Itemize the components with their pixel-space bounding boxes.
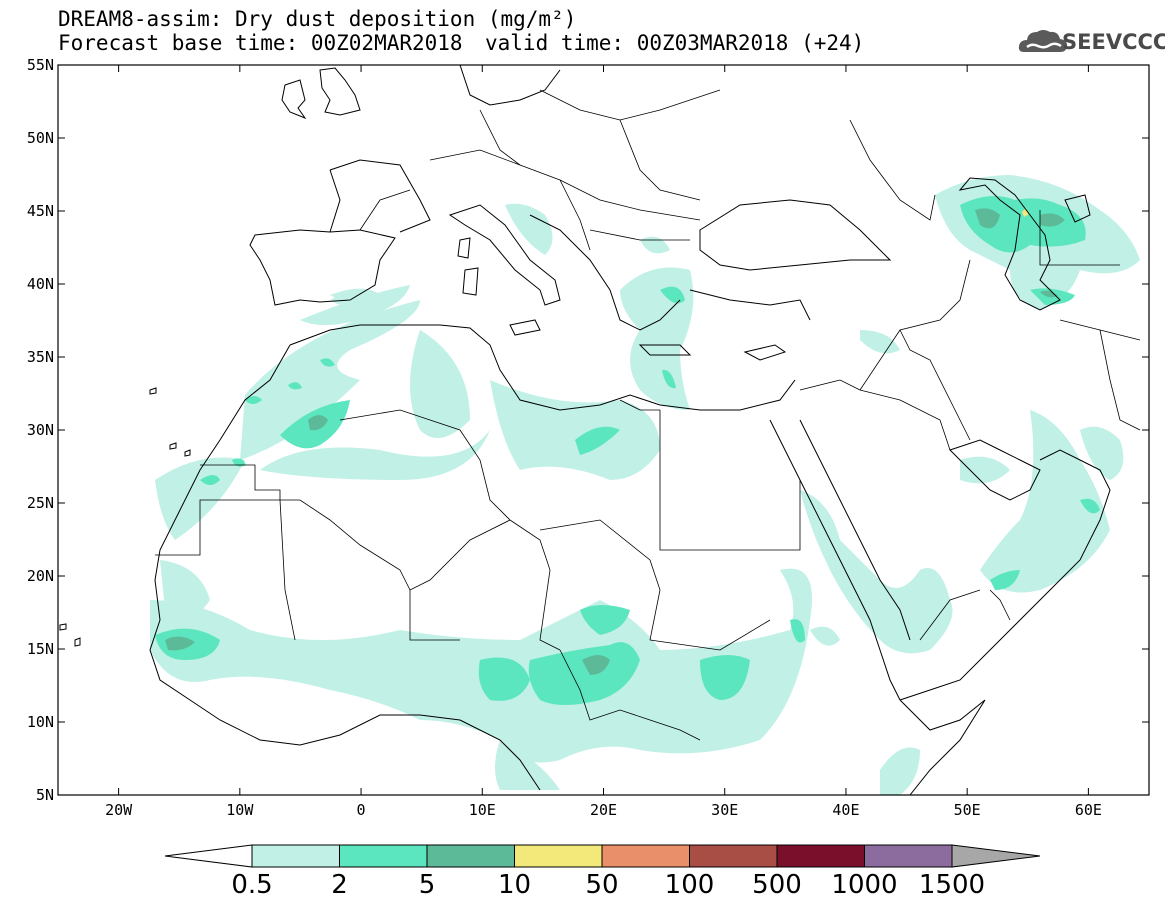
colorbar-swatch <box>601 844 690 868</box>
colorbar: 0.5 2 5 10 50 100 500 1000 1500 <box>164 844 1041 900</box>
colorbar-under-triangle <box>164 844 253 868</box>
logo-text: SEEVCCC <box>1062 30 1165 54</box>
colorbar-swatch <box>776 844 865 868</box>
longitude-axis: 20W 10W 0 10E 20E 30E 40E 50E 60E <box>105 65 1102 819</box>
colorbar-label: 5 <box>419 870 436 900</box>
colorbar-label: 0.5 <box>231 870 272 900</box>
dust-shading <box>150 175 1140 795</box>
lat-label: 20N <box>27 567 54 585</box>
latitude-axis: 55N 50N 45N 40N 35N 30N 25N 20N 15N 10N 5N <box>27 56 1149 804</box>
lat-label: 55N <box>27 56 54 74</box>
lat-label: 40N <box>27 275 54 293</box>
lat-label: 25N <box>27 494 54 512</box>
cloud-logo-icon <box>1018 30 1068 52</box>
colorbar-swatch <box>864 844 953 868</box>
lon-label: 40E <box>832 801 859 819</box>
lat-label: 35N <box>27 348 54 366</box>
lon-label: 60E <box>1075 801 1102 819</box>
colorbar-swatch <box>426 844 515 868</box>
lon-label: 20E <box>590 801 617 819</box>
lat-label: 15N <box>27 640 54 658</box>
colorbar-label: 10 <box>498 870 531 900</box>
colorbar-label: 500 <box>752 870 802 900</box>
colorbar-label: 50 <box>585 870 618 900</box>
base-time: Forecast base time: 00Z02MAR2018 <box>58 31 463 55</box>
lon-label: 10W <box>226 801 254 819</box>
colorbar-label: 1500 <box>919 870 985 900</box>
colorbar-swatch <box>339 844 428 868</box>
lon-label: 30E <box>711 801 738 819</box>
lat-label: 5N <box>36 786 54 804</box>
lon-label: 50E <box>954 801 981 819</box>
forecast-times: Forecast base time: 00Z02MAR2018 valid ti… <box>58 31 864 55</box>
lon-label: 20W <box>105 801 133 819</box>
colorbar-swatch <box>514 844 603 868</box>
lat-label: 10N <box>27 713 54 731</box>
map-title: DREAM8-assim: Dry dust deposition (mg/m²… <box>58 7 577 31</box>
colorbar-over-triangle <box>951 844 1041 868</box>
colorbar-label: 100 <box>665 870 715 900</box>
colorbar-label: 1000 <box>831 870 897 900</box>
lon-label: 10E <box>469 801 496 819</box>
country-borders <box>155 89 1141 741</box>
valid-time: valid time: 00Z03MAR2018 (+24) <box>485 31 865 55</box>
colorbar-swatch <box>689 844 778 868</box>
lat-label: 50N <box>27 129 54 147</box>
coastlines <box>59 65 1111 795</box>
lat-label: 45N <box>27 202 54 220</box>
lat-label: 30N <box>27 421 54 439</box>
colorbar-swatch <box>251 844 340 868</box>
lon-label: 0 <box>357 801 366 819</box>
colorbar-label: 2 <box>331 870 348 900</box>
